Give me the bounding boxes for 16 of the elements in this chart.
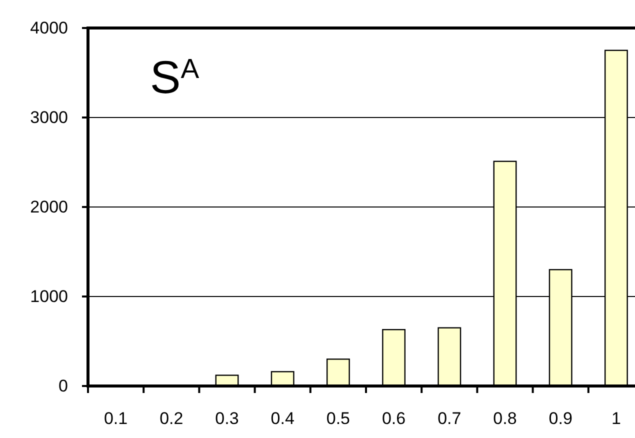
x-tick-label: 0.5 xyxy=(326,409,350,428)
y-tick-label: 3000 xyxy=(30,108,68,127)
x-tick-label: 1 xyxy=(611,409,621,428)
text: S$^{A}$ xyxy=(150,51,200,103)
x-tick-label: 0.2 xyxy=(160,409,184,428)
x-tick-label: 0.4 xyxy=(270,409,294,428)
x-tick-label: 0.7 xyxy=(438,409,462,428)
x-tick-label: 0.9 xyxy=(548,409,572,428)
y-tick-label: 0 xyxy=(58,376,68,396)
x-tick-label: 0.6 xyxy=(382,409,406,428)
x-tick-label: 0.8 xyxy=(493,409,517,428)
y-tick-label: 4000 xyxy=(30,18,68,38)
y-tick-label: 2000 xyxy=(30,198,68,216)
x-tick-label: 0.3 xyxy=(215,409,239,428)
x-tick-label: 0.1 xyxy=(104,409,128,428)
y-tick-label: 1000 xyxy=(30,287,68,306)
